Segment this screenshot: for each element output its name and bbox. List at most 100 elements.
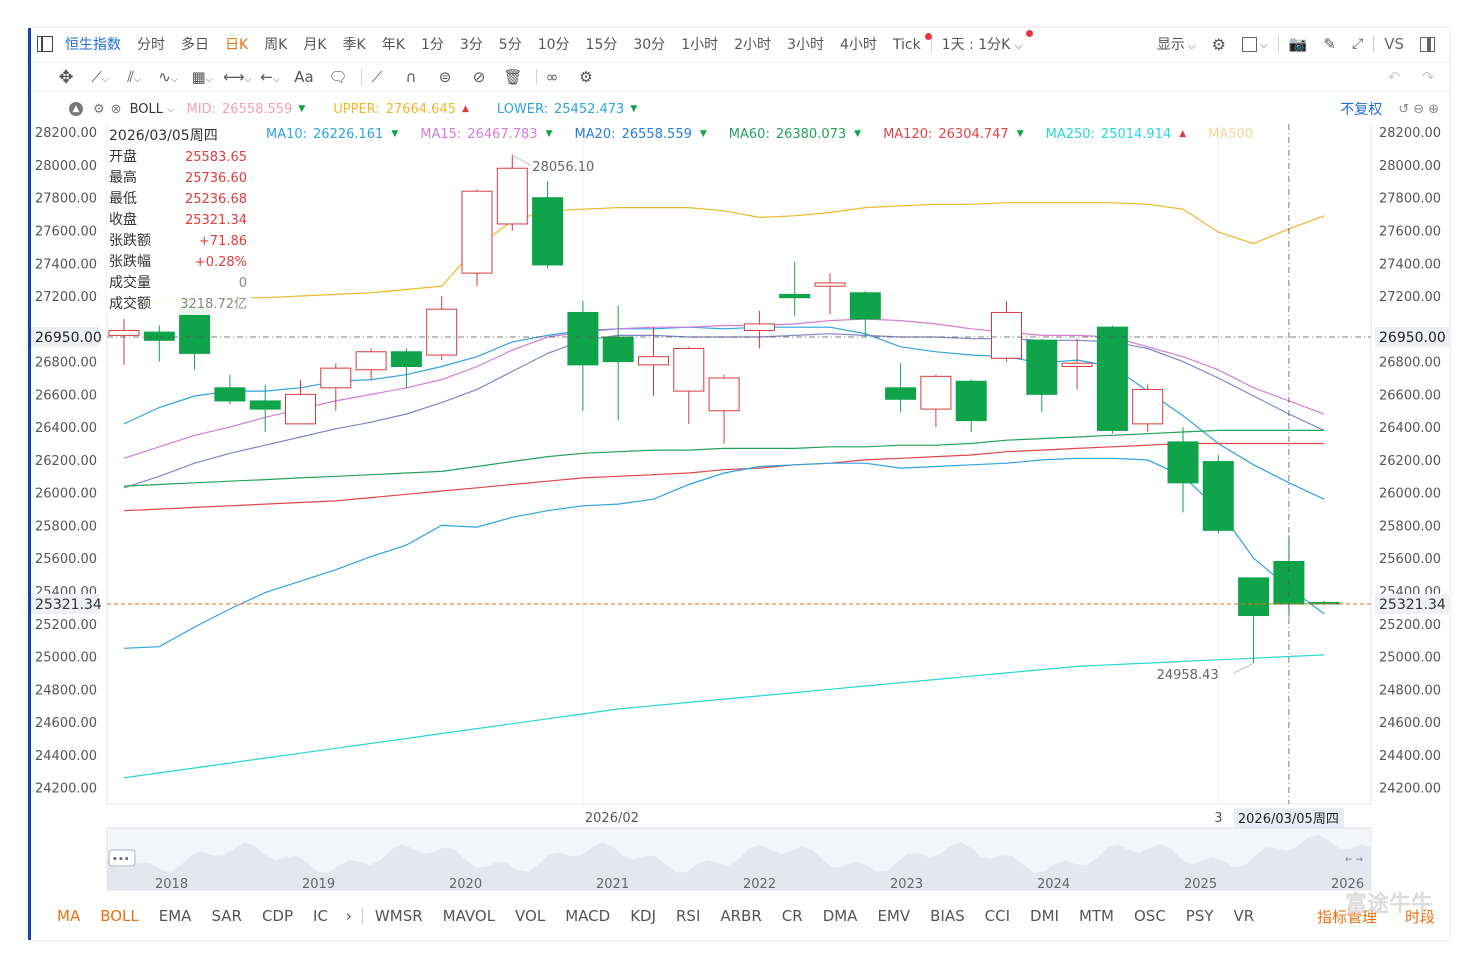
chevron-right-icon[interactable]: ›	[345, 907, 352, 925]
indicator-tab[interactable]: PSY	[1185, 907, 1214, 925]
redo-icon[interactable]: ↷	[1421, 68, 1435, 86]
candle-body[interactable]	[955, 380, 987, 422]
index-title[interactable]: 恒生指数	[65, 37, 121, 53]
indicator-settings-icon[interactable]: ⚙	[93, 101, 105, 117]
candle-body[interactable]	[1202, 461, 1234, 531]
fib-tool-icon[interactable]: ▦⌵	[191, 68, 213, 86]
indicator-close-icon[interactable]: ⊗	[110, 101, 122, 117]
candle-body[interactable]	[1238, 577, 1270, 617]
timeframe-tab[interactable]: 分时	[137, 37, 165, 53]
candle-body[interactable]	[885, 387, 917, 400]
timeframe-tab[interactable]: Tick	[885, 33, 932, 53]
overview-handle[interactable]	[108, 849, 136, 867]
candle-body[interactable]	[320, 367, 352, 389]
indicator-tab[interactable]: KDJ	[630, 907, 656, 925]
zoom-in-icon[interactable]: ⊕	[1428, 101, 1439, 117]
period-button[interactable]: 时段	[1404, 907, 1435, 926]
timeframe-tab[interactable]: 月K	[303, 37, 327, 53]
indicator-manage-button[interactable]: 指标管理	[1316, 907, 1377, 926]
candle-body[interactable]	[1132, 388, 1164, 425]
timeframe-tab[interactable]: 30分	[633, 37, 666, 53]
chevron-down-icon[interactable]: ⌵	[166, 103, 175, 115]
sidebar-toggle-icon[interactable]	[1412, 36, 1443, 52]
candle-body[interactable]	[390, 351, 422, 368]
candle-body[interactable]	[496, 167, 528, 225]
candle-body[interactable]	[214, 387, 246, 402]
candle-body[interactable]	[1308, 601, 1340, 605]
candle-body[interactable]	[849, 292, 881, 320]
comment-tool-icon[interactable]: 🗨	[328, 68, 348, 86]
indicator-tab[interactable]: DMI	[1030, 907, 1059, 925]
indicator-tab[interactable]: BIAS	[930, 907, 965, 925]
candlestick-chart[interactable]: 28200.00 28200.00 28000.00 28000.00 27800.00…	[31, 28, 1449, 940]
indicator-tab[interactable]: EMA	[158, 907, 192, 925]
indicator-tab[interactable]: IC	[313, 907, 328, 925]
panel-toggle-icon[interactable]	[37, 36, 53, 52]
timeframe-tab[interactable]: 3分	[459, 37, 483, 53]
indicator-tab[interactable]: MTM	[1078, 907, 1114, 925]
arrow-tool-icon[interactable]: ←⌵	[260, 68, 280, 86]
boll-label[interactable]: BOLL	[129, 101, 163, 117]
reset-zoom-icon[interactable]: ↺	[1398, 101, 1410, 117]
settings-icon[interactable]: ⚙	[1211, 34, 1226, 54]
text-tool-icon[interactable]: Aa	[294, 68, 314, 86]
indicator-tab[interactable]: VOL	[515, 907, 546, 925]
timeframe-tab[interactable]: 1小时	[681, 37, 719, 53]
indicator-tab[interactable]: SAR	[211, 907, 242, 925]
collapse-icon[interactable]: ▲	[69, 102, 83, 116]
compare-vs-button[interactable]: VS	[1384, 35, 1404, 53]
undo-icon[interactable]: ↶	[1387, 68, 1401, 86]
candle-body[interactable]	[1061, 362, 1093, 368]
indicator-tab[interactable]: RSI	[676, 907, 701, 925]
candle-body[interactable]	[532, 197, 564, 266]
indicator-tab[interactable]: OSC	[1133, 907, 1166, 925]
channel-tool-icon[interactable]: ⫽⌵	[127, 68, 141, 86]
candle-body[interactable]	[743, 323, 775, 331]
candle-body[interactable]	[179, 307, 211, 354]
timeframe-tab[interactable]: 3小时	[787, 37, 824, 53]
link-icon[interactable]: ∞	[545, 68, 559, 86]
indicator-tab[interactable]: WMSR	[374, 907, 423, 925]
fuquan-button[interactable]: 不复权	[1340, 102, 1383, 118]
timeframe-tab[interactable]: 15分	[585, 37, 618, 53]
magnet-icon[interactable]: ∩	[405, 68, 417, 86]
candle-body[interactable]	[638, 356, 669, 366]
zoom-out-icon[interactable]: ⊖	[1413, 101, 1425, 117]
line-tool-icon[interactable]: ⟋⌵	[91, 68, 109, 86]
layout-square-icon[interactable]: ⌵	[1234, 36, 1276, 52]
candle-body[interactable]	[1167, 441, 1199, 484]
trash-icon[interactable]: 🗑	[503, 68, 523, 86]
drawing-settings-icon[interactable]: ⚙	[579, 68, 593, 86]
timeframe-tab[interactable]: 季K	[342, 37, 366, 53]
indicator-tab[interactable]: VR	[1233, 907, 1255, 925]
candle-body[interactable]	[285, 393, 316, 425]
timeframe-tab[interactable]: 周K	[264, 37, 288, 53]
candle-body[interactable]	[143, 331, 175, 341]
candle-body[interactable]	[1096, 326, 1128, 431]
indicator-tab[interactable]: BOLL	[100, 907, 139, 925]
wave-tool-icon[interactable]: ∿⌵	[158, 68, 178, 86]
timeframe-tab[interactable]: 1分	[420, 37, 444, 53]
multi-timeframe-select[interactable]: 1天 : 1分K ⌵	[934, 30, 1034, 54]
candle-body[interactable]	[779, 293, 811, 299]
candle-body[interactable]	[1026, 339, 1058, 395]
candle-body[interactable]	[249, 400, 281, 410]
measure-tool-icon[interactable]: ⟷⌵	[223, 68, 252, 86]
candle-body[interactable]	[602, 336, 634, 363]
candle-body[interactable]	[426, 308, 458, 356]
candle-body[interactable]	[461, 190, 493, 274]
timeframe-tab[interactable]: 4小时	[839, 37, 877, 53]
hide-drawings-icon[interactable]: ⊘	[472, 68, 486, 86]
timeframe-tab[interactable]: 日K	[225, 37, 249, 53]
candle-body[interactable]	[108, 329, 140, 336]
candle-body[interactable]	[673, 347, 705, 392]
candle-body[interactable]	[355, 351, 387, 371]
candle-body[interactable]	[920, 375, 952, 410]
candle-body[interactable]	[814, 282, 846, 287]
timeframe-tab[interactable]: 年K	[381, 37, 405, 53]
indicator-tab[interactable]: MACD	[565, 907, 611, 925]
candle-body[interactable]	[991, 311, 1022, 359]
move-icon[interactable]: ✥	[58, 66, 74, 88]
timeframe-tab[interactable]: 多日	[181, 37, 209, 53]
timeframe-tab[interactable]: 5分	[498, 37, 522, 53]
